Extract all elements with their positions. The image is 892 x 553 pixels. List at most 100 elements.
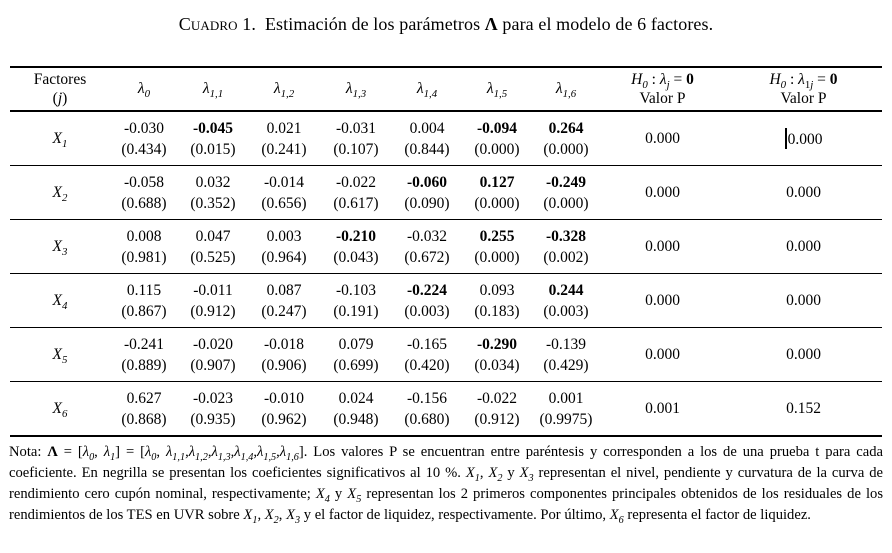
header-lambda16: λ1,6 [555, 80, 577, 101]
header-lambda12: λ1,2 [273, 80, 295, 101]
coefficient-value: 0.024 [338, 389, 374, 407]
coefficient-value: 0.003 [266, 227, 302, 245]
coefficient-value: -0.241 [123, 335, 165, 353]
coefficient-value: 0.627 [126, 389, 162, 407]
coefficient-value: 0.087 [266, 281, 302, 299]
coefficient-pvalue: (0.434) [121, 140, 167, 158]
coefficient-cell: -0.103 (0.191) [320, 274, 392, 328]
factor-label: X5 [52, 345, 68, 366]
coefficient-pvalue: (0.000) [474, 140, 520, 158]
coefficient-cell: 0.127 (0.000) [462, 166, 532, 220]
coefficient-value: 0.127 [479, 173, 515, 191]
header-h0-joint-hypothesis: H0 : λj = 0 [631, 71, 694, 92]
coefficient-value: 0.032 [195, 173, 231, 191]
coefficient-value: -0.060 [406, 173, 448, 191]
coefficient-cell: 0.255 (0.000) [462, 220, 532, 274]
coefficient-cell: -0.023 (0.935) [178, 382, 248, 437]
coefficient-cell: -0.224 (0.003) [392, 274, 462, 328]
header-h0-slopes-hypothesis: H0 : λ1j = 0 [769, 71, 838, 92]
valor-p-slopes-cell: 0.000 [786, 183, 821, 201]
table-title: Cuadro 1. Estimación de los parámetros Λ … [0, 0, 892, 36]
factor-label: X2 [52, 183, 68, 204]
valor-p-slopes-cell: 0.000 [786, 345, 821, 363]
header-lambda11: λ1,1 [202, 80, 224, 101]
coefficient-pvalue: (0.000) [543, 140, 589, 158]
coefficient-value: -0.210 [335, 227, 377, 245]
coefficient-value: -0.018 [263, 335, 305, 353]
valor-p-slopes-cell: 0.000 [786, 291, 821, 309]
coefficient-pvalue: (0.907) [190, 356, 236, 374]
coefficient-pvalue: (0.964) [261, 248, 307, 266]
coefficient-pvalue: (0.656) [261, 194, 307, 212]
coefficient-pvalue: (0.699) [333, 356, 379, 374]
valor-p-joint-cell: 0.000 [645, 129, 680, 147]
coefficient-pvalue: (0.906) [261, 356, 307, 374]
header-lambda13: λ1,3 [345, 80, 367, 101]
coefficient-value: 0.008 [126, 227, 162, 245]
coefficient-pvalue: (0.420) [404, 356, 450, 374]
coefficient-cell: -0.011 (0.912) [178, 274, 248, 328]
coefficient-pvalue: (0.043) [333, 248, 379, 266]
valor-p-joint-cell: 0.000 [645, 237, 680, 255]
coefficient-pvalue: (0.525) [190, 248, 236, 266]
coefficient-cell: 0.021 (0.241) [248, 111, 320, 166]
coefficient-value: -0.249 [545, 173, 587, 191]
coefficient-cell: 0.008 (0.981) [110, 220, 178, 274]
coefficient-cell: 0.079 (0.699) [320, 328, 392, 382]
coefficient-pvalue: (0.003) [543, 302, 589, 320]
coefficient-value: -0.011 [193, 281, 233, 299]
header-row: Factores (j) λ0 λ1,1 λ1,2 λ1,3 λ1,4 λ1,5… [10, 67, 882, 111]
table-caption-label: Cuadro 1. [178, 14, 256, 34]
coefficient-cell: 0.032 (0.352) [178, 166, 248, 220]
factor-label: X6 [52, 399, 68, 420]
header-h0-slopes-valorp: Valor P [780, 90, 827, 107]
header-lambda0: λ0 [137, 80, 151, 101]
coefficient-pvalue: (0.002) [543, 248, 589, 266]
header-h0-joint-valorp: Valor P [639, 90, 686, 107]
coefficient-pvalue: (0.000) [474, 248, 520, 266]
coefficient-cell: -0.249 (0.000) [532, 166, 600, 220]
coefficient-value: -0.022 [335, 173, 377, 191]
coefficient-cell: 0.024 (0.948) [320, 382, 392, 437]
valor-p-joint-cell: 0.001 [645, 399, 680, 417]
coefficient-pvalue: (0.000) [474, 194, 520, 212]
coefficient-value: -0.058 [123, 173, 165, 191]
coefficient-pvalue: (0.962) [261, 410, 307, 428]
coefficient-cell: 0.244 (0.003) [532, 274, 600, 328]
coefficient-cell: -0.020 (0.907) [178, 328, 248, 382]
coefficient-value: 0.047 [195, 227, 231, 245]
coefficient-value: 0.115 [126, 281, 162, 299]
coefficient-value: 0.079 [338, 335, 374, 353]
coefficient-cell: 0.087 (0.247) [248, 274, 320, 328]
coefficient-value: 0.255 [479, 227, 515, 245]
coefficient-cell: 0.004 (0.844) [392, 111, 462, 166]
coefficient-cell: -0.031 (0.107) [320, 111, 392, 166]
coefficient-pvalue: (0.617) [333, 194, 379, 212]
coefficient-value: -0.030 [123, 119, 165, 137]
coefficient-pvalue: (0.191) [333, 302, 379, 320]
coefficient-pvalue: (0.948) [333, 410, 379, 428]
coefficient-cell: -0.032 (0.672) [392, 220, 462, 274]
coefficient-cell: -0.018 (0.906) [248, 328, 320, 382]
coefficient-value: 0.244 [548, 281, 584, 299]
header-factores-line1: Factores [33, 71, 87, 88]
coefficient-cell: 0.627 (0.868) [110, 382, 178, 437]
table-row: X3 0.008 (0.981) 0.047 (0.525) 0.003 (0.964) -0… [10, 220, 882, 274]
coefficient-value: -0.139 [545, 335, 587, 353]
coefficient-pvalue: (0.352) [190, 194, 236, 212]
coefficient-value: -0.023 [192, 389, 234, 407]
coefficient-pvalue: (0.981) [121, 248, 167, 266]
coefficient-cell: 0.115 (0.867) [110, 274, 178, 328]
coefficient-value: -0.020 [192, 335, 234, 353]
coefficient-pvalue: (0.183) [474, 302, 520, 320]
coefficient-cell: -0.022 (0.912) [462, 382, 532, 437]
coefficient-pvalue: (0.090) [404, 194, 450, 212]
coefficient-value: -0.022 [476, 389, 518, 407]
coefficient-cell: 0.093 (0.183) [462, 274, 532, 328]
coefficient-cell: -0.210 (0.043) [320, 220, 392, 274]
factor-label: X4 [52, 291, 68, 312]
coefficient-pvalue: (0.688) [121, 194, 167, 212]
coefficient-pvalue: (0.107) [333, 140, 379, 158]
table-footnote: Nota: Λ = [λ0, λ1] = [λ0, λ1,1,λ1,2,λ1,3… [9, 444, 884, 526]
coefficient-pvalue: (0.9975) [539, 410, 593, 428]
